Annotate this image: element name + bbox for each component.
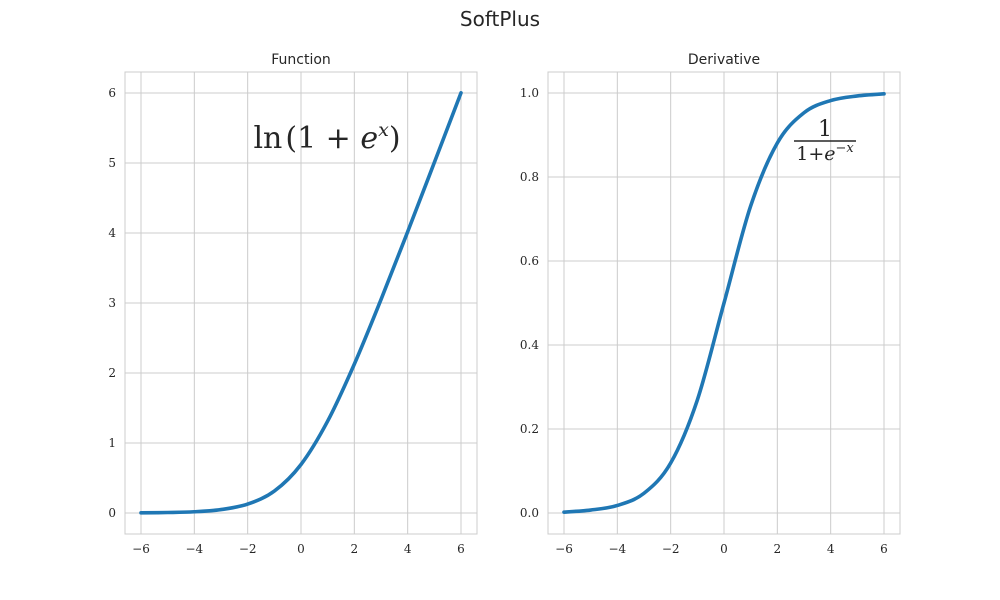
derivative-grid	[548, 72, 900, 534]
function-y-tick-label: 4	[108, 226, 116, 240]
function-y-tick-label: 1	[108, 436, 116, 450]
function-ticks: −6 −4 −2 0 2 4 6 0 1 2 3 4 5 6	[108, 86, 464, 556]
derivative-y-tick-label: 0.6	[520, 254, 539, 268]
function-x-tick-label: 4	[404, 542, 412, 556]
function-panel: Function −6 −4 −2 0 2 4 6 0 1 2 3 4 5 6 ln (1 + ex)	[108, 52, 478, 556]
function-axes-frame	[124, 71, 478, 535]
svg-text:1: 1	[818, 117, 832, 142]
function-x-tick-label: 2	[351, 542, 359, 556]
sigmoid-formula: 1 1+e−x	[794, 117, 856, 165]
function-y-tick-label: 0	[108, 506, 116, 520]
function-y-tick-label: 6	[108, 86, 116, 100]
derivative-x-tick-label: −2	[662, 542, 680, 556]
derivative-x-tick-label: 2	[774, 542, 782, 556]
derivative-y-tick-label: 0.2	[520, 422, 539, 436]
function-x-tick-label: −6	[132, 542, 150, 556]
svg-text:1+e−x: 1+e−x	[796, 141, 854, 165]
derivative-y-tick-label: 1.0	[520, 86, 539, 100]
function-x-tick-label: 0	[297, 542, 305, 556]
derivative-title: Derivative	[688, 52, 760, 68]
derivative-x-tick-label: 6	[880, 542, 888, 556]
function-x-tick-label: −2	[239, 542, 257, 556]
derivative-x-tick-label: 0	[720, 542, 728, 556]
function-y-tick-label: 2	[108, 366, 116, 380]
derivative-axes-frame	[547, 71, 901, 535]
function-grid	[125, 72, 477, 534]
derivative-y-tick-label: 0.0	[520, 506, 539, 520]
function-x-tick-label: −4	[185, 542, 203, 556]
derivative-x-tick-label: −6	[555, 542, 573, 556]
derivative-ticks: −6 −4 −2 0 2 4 6 0.0 0.2 0.4 0.6 0.8 1.0	[520, 86, 888, 556]
function-y-tick-label: 3	[108, 296, 116, 310]
function-title: Function	[271, 52, 331, 68]
derivative-x-tick-label: 4	[827, 542, 835, 556]
softplus-formula: ln (1 + ex)	[253, 119, 400, 156]
derivative-y-tick-label: 0.8	[520, 170, 539, 184]
sigmoid-curve	[562, 92, 886, 514]
softplus-curve	[139, 91, 463, 515]
function-x-tick-label: 6	[457, 542, 465, 556]
derivative-x-tick-label: −4	[608, 542, 626, 556]
figure-title: SoftPlus	[460, 7, 540, 31]
derivative-y-tick-label: 0.4	[520, 338, 539, 352]
function-y-tick-label: 5	[108, 156, 116, 170]
derivative-panel: Derivative −6 −4 −2 0 2 4 60.00.20.40.60.81.0 …	[520, 52, 901, 556]
